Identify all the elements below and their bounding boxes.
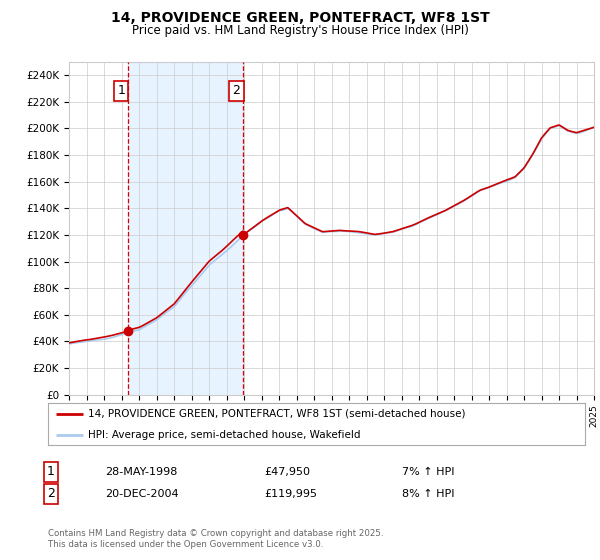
Text: 7% ↑ HPI: 7% ↑ HPI [402, 466, 455, 477]
Text: 2: 2 [233, 85, 241, 97]
Text: 8% ↑ HPI: 8% ↑ HPI [402, 489, 455, 499]
Text: 14, PROVIDENCE GREEN, PONTEFRACT, WF8 1ST: 14, PROVIDENCE GREEN, PONTEFRACT, WF8 1S… [110, 11, 490, 25]
Text: HPI: Average price, semi-detached house, Wakefield: HPI: Average price, semi-detached house,… [88, 430, 361, 440]
Text: Price paid vs. HM Land Registry's House Price Index (HPI): Price paid vs. HM Land Registry's House … [131, 24, 469, 36]
Bar [128, 62, 244, 395]
Text: 14, PROVIDENCE GREEN, PONTEFRACT, WF8 1ST (semi-detached house): 14, PROVIDENCE GREEN, PONTEFRACT, WF8 1S… [88, 409, 466, 419]
Text: £47,950: £47,950 [264, 466, 310, 477]
Text: 1: 1 [117, 85, 125, 97]
Text: £119,995: £119,995 [264, 489, 317, 499]
Text: 1: 1 [47, 465, 55, 478]
Text: 20-DEC-2004: 20-DEC-2004 [105, 489, 179, 499]
Text: Contains HM Land Registry data © Crown copyright and database right 2025.
This d: Contains HM Land Registry data © Crown c… [48, 529, 383, 549]
Text: 28-MAY-1998: 28-MAY-1998 [105, 466, 178, 477]
Text: 2: 2 [47, 487, 55, 501]
